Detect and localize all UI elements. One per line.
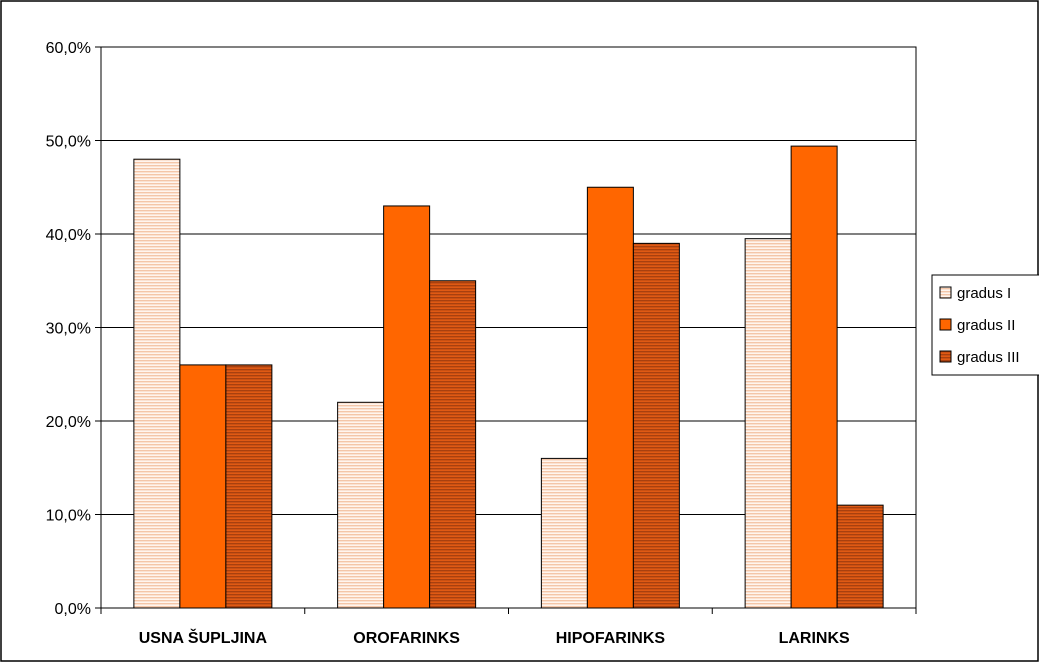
x-tick-label: LARINKS [779,630,850,647]
legend-swatch [939,286,952,299]
y-tick-label: 60,0% [46,40,91,57]
x-tick-label: OROFARINKS [353,630,460,647]
bar-gradus-ii [790,145,838,609]
y-tick-label: 30,0% [46,321,91,338]
y-tick-label: 20,0% [46,414,91,431]
bar-gradus-i [744,238,792,609]
legend-swatch [939,318,952,331]
bar-gradus-i [540,457,588,609]
bars [133,145,884,609]
bar-gradus-iii [225,364,273,609]
bar-gradus-iii [836,504,884,609]
legend-label: gradus III [957,349,1020,366]
bar-gradus-iii [429,280,477,609]
y-tick-label: 40,0% [46,227,91,244]
bar-gradus-ii [179,364,227,609]
legend-label: gradus II [957,317,1015,334]
x-tick-label: HIPOFARINKS [556,630,666,647]
bar-gradus-i [133,158,181,609]
bar-gradus-iii [632,242,680,609]
bar-gradus-ii [586,186,634,609]
bar-gradus-i [337,401,385,609]
legend: gradus I gradus II gradus III [931,274,1039,376]
x-tick-label: USNA ŠUPLJINA [139,628,268,647]
bar-gradus-ii [383,205,431,609]
legend-swatch [939,350,952,363]
axes: 0,0% 10,0% 20,0% 30,0% 40,0% 50,0% 60,0% USNA Š… [46,40,917,647]
y-tick-label: 10,0% [46,508,91,525]
y-tick-label: 50,0% [46,134,91,151]
legend-label: gradus I [957,285,1011,302]
y-tick-label: 0,0% [55,601,91,618]
